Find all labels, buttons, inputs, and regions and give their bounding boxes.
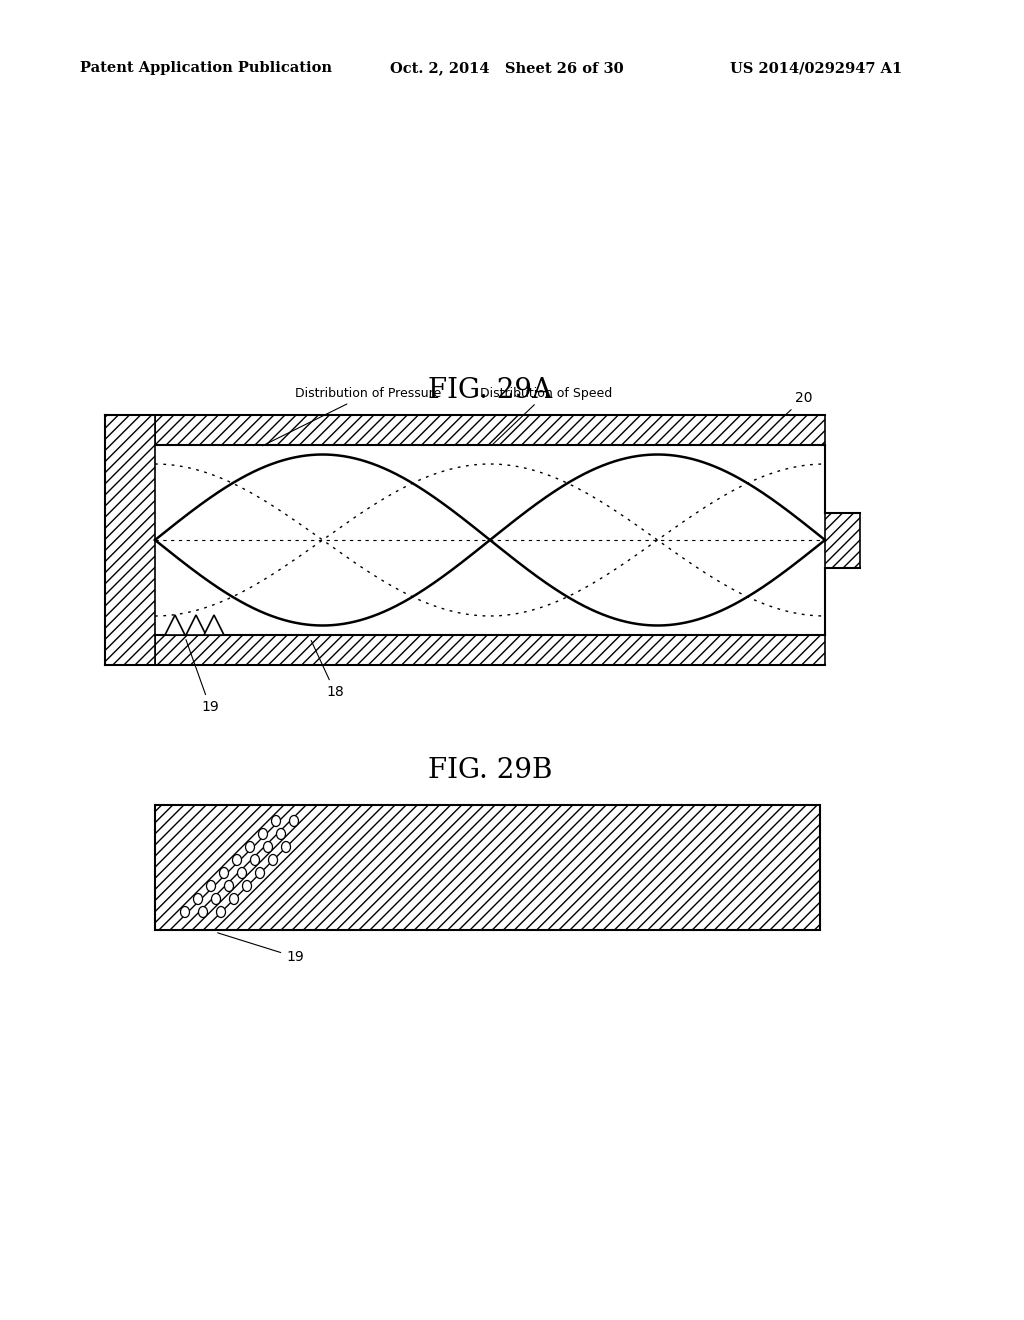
Ellipse shape [276,829,286,840]
Polygon shape [204,615,224,635]
Polygon shape [186,615,206,635]
Ellipse shape [290,816,299,826]
Ellipse shape [219,867,228,879]
Bar [105,414,155,665]
Ellipse shape [216,907,225,917]
Ellipse shape [243,880,252,891]
Ellipse shape [232,854,242,866]
Text: FIG. 29A: FIG. 29A [428,376,552,404]
Ellipse shape [263,842,272,853]
Bar [155,805,820,931]
Ellipse shape [238,867,247,879]
Ellipse shape [207,880,215,891]
Text: Distribution of Speed: Distribution of Speed [480,387,612,445]
Ellipse shape [246,842,255,853]
Ellipse shape [258,829,267,840]
Ellipse shape [229,894,239,904]
Ellipse shape [199,907,208,917]
Text: 19: 19 [218,933,304,964]
Polygon shape [165,615,185,635]
Text: Distribution of Pressure: Distribution of Pressure [262,387,441,446]
Ellipse shape [268,854,278,866]
Bar [155,414,825,445]
Ellipse shape [194,894,203,904]
Text: Oct. 2, 2014   Sheet 26 of 30: Oct. 2, 2014 Sheet 26 of 30 [390,61,624,75]
Ellipse shape [282,842,291,853]
Bar [825,512,860,568]
Bar [155,635,825,665]
Text: US 2014/0292947 A1: US 2014/0292947 A1 [730,61,902,75]
Ellipse shape [256,867,264,879]
Text: 19: 19 [186,640,219,714]
Text: 20: 20 [782,391,812,418]
Text: Patent Application Publication: Patent Application Publication [80,61,332,75]
Ellipse shape [224,880,233,891]
Text: 18: 18 [311,640,344,700]
Text: FIG. 29B: FIG. 29B [428,756,552,784]
Ellipse shape [271,816,281,826]
Ellipse shape [180,907,189,917]
Ellipse shape [251,854,259,866]
Ellipse shape [212,894,220,904]
